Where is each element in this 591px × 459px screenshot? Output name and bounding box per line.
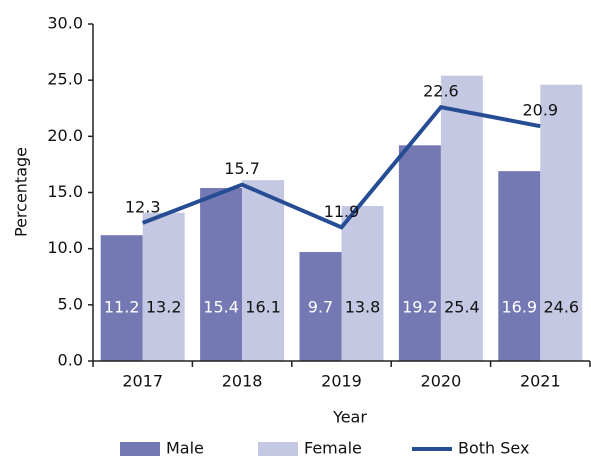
bar-value-label: 13.2 — [146, 298, 182, 317]
x-axis-label: Year — [332, 408, 367, 427]
y-tick-label: 0.0 — [58, 351, 83, 370]
line-value-label: 11.9 — [324, 202, 360, 221]
legend-swatch — [120, 442, 160, 456]
y-tick-label: 10.0 — [47, 238, 83, 257]
bar-value-label: 25.4 — [444, 298, 480, 317]
legend-swatch — [258, 442, 298, 456]
bar — [299, 252, 342, 361]
bar — [100, 235, 143, 361]
line-value-label: 20.9 — [522, 101, 558, 120]
bar — [341, 205, 384, 361]
legend-label: Both Sex — [458, 439, 529, 458]
bar-value-label: 24.6 — [543, 298, 579, 317]
legend-label: Female — [304, 439, 362, 458]
bar-value-label: 16.1 — [245, 298, 281, 317]
bar-value-label: 11.2 — [104, 298, 140, 317]
x-tick-label: 2018 — [222, 372, 263, 391]
bar — [142, 212, 185, 361]
bar — [242, 180, 285, 361]
y-tick-label: 30.0 — [47, 14, 83, 33]
y-tick-label: 15.0 — [47, 182, 83, 201]
line — [141, 104, 541, 230]
bar-value-label: 15.4 — [203, 298, 239, 317]
bar — [200, 188, 243, 361]
bar — [498, 171, 541, 361]
bar — [440, 75, 483, 361]
line-value-label: 22.6 — [423, 82, 459, 101]
y-tick-label: 5.0 — [58, 294, 83, 313]
x-tick-label: 2020 — [421, 372, 462, 391]
bar — [398, 145, 441, 361]
x-tick-label: 2021 — [520, 372, 561, 391]
y-tick-label: 25.0 — [47, 70, 83, 89]
line-value-label: 15.7 — [224, 159, 260, 178]
bar-value-label: 19.2 — [402, 298, 438, 317]
bar-value-label: 16.9 — [501, 298, 537, 317]
y-axis-label: Percentage — [12, 147, 31, 237]
x-tick-label: 2019 — [321, 372, 362, 391]
legend-label: Male — [166, 439, 204, 458]
bar-value-label: 13.8 — [345, 298, 381, 317]
x-tick-label: 2017 — [122, 372, 163, 391]
bar-value-label: 9.7 — [308, 298, 333, 317]
line-value-label: 12.3 — [125, 197, 161, 216]
y-tick-label: 20.0 — [47, 126, 83, 145]
bar — [540, 84, 583, 361]
